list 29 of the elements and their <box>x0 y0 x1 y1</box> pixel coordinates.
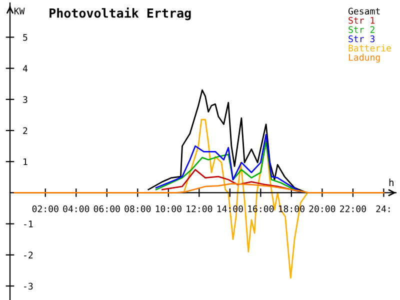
x-tick-label: 20:00 <box>309 205 336 212</box>
y-tick-label: 3 <box>23 96 28 103</box>
text: Batterie <box>348 44 391 52</box>
text: Ladung <box>348 54 380 63</box>
x-tick-label: 24: <box>376 205 390 212</box>
text: Str 1 <box>348 16 375 24</box>
chart-title: Photovoltaik Ertrag <box>50 7 191 20</box>
x-tick-label: 22:00 <box>340 205 366 212</box>
x-tick-label: 10:00 <box>156 205 182 212</box>
y-tick-label: -1 <box>24 220 33 228</box>
x-tick-label: 06:00 <box>94 205 120 212</box>
line-series <box>14 182 384 194</box>
x-axis-title: h <box>389 178 394 186</box>
line-series <box>183 118 308 279</box>
y-tick-label: 5 <box>23 34 28 41</box>
x-tick-label: 04:00 <box>63 205 90 212</box>
line-series <box>162 169 302 192</box>
y-tick-label: 4 <box>22 65 28 72</box>
text: Str 2 <box>348 26 374 34</box>
text: Str 3 <box>348 35 375 42</box>
y-axis-title: KW <box>14 8 25 14</box>
y-tick-label: -3 <box>24 282 33 290</box>
y-tick-label: -2 <box>24 252 33 258</box>
text: Gesamt <box>348 8 380 15</box>
y-tick-label: 2 <box>23 127 28 134</box>
x-tick-label: 02:00 <box>32 205 58 212</box>
y-tick-label: 1 <box>24 158 28 166</box>
x-tick-label: 08:00 <box>124 205 151 212</box>
x-tick-label: 12:00 <box>186 205 212 212</box>
